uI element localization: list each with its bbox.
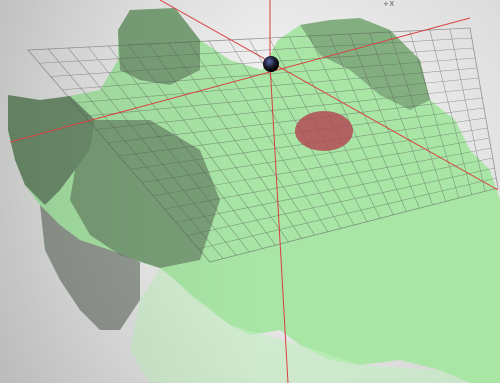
axis-label: +X <box>383 0 395 8</box>
grid-border <box>27 27 499 263</box>
target-marker-icon[interactable] <box>295 111 353 151</box>
grid-line <box>153 137 490 197</box>
axis-line-x <box>9 17 471 143</box>
grid-line <box>198 177 497 250</box>
left-shadow-gradient <box>0 0 260 383</box>
axis-lines <box>9 0 499 383</box>
grid-line <box>96 87 481 130</box>
grid-line <box>62 57 476 91</box>
ground-grid <box>39 28 497 259</box>
pivot-sphere-icon[interactable] <box>263 56 279 72</box>
grid-line <box>175 157 493 223</box>
grid-line <box>73 67 478 104</box>
grid-line <box>84 77 479 117</box>
axis-line-z <box>159 0 499 191</box>
grid-line <box>107 97 483 144</box>
grid-line <box>187 167 495 236</box>
axis-line-y <box>269 63 289 383</box>
grid-line <box>39 37 472 64</box>
grid-line <box>50 47 474 77</box>
grid-line <box>141 127 488 183</box>
grid-line <box>164 147 492 210</box>
